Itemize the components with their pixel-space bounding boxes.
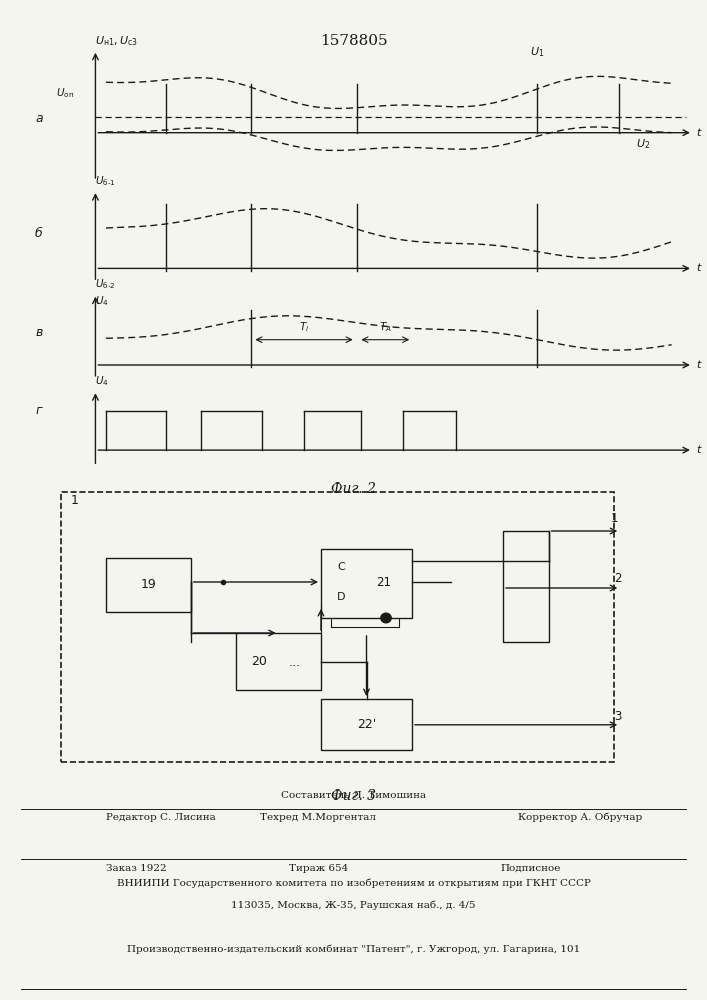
- Text: Фиг. 2: Фиг. 2: [331, 482, 376, 496]
- Text: $U_{\text{б-1}}$: $U_{\text{б-1}}$: [95, 174, 116, 188]
- Text: Подписное: Подписное: [500, 864, 561, 873]
- Text: 19: 19: [141, 578, 156, 591]
- Text: Производственно-издательский комбинат "Патент", г. Ужгород, ул. Гагарина, 101: Производственно-издательский комбинат "П…: [127, 945, 580, 954]
- Bar: [236, 633, 321, 690]
- Text: Составитель Л. Тимошина: Составитель Л. Тимошина: [281, 791, 426, 800]
- Text: 21: 21: [376, 576, 391, 588]
- Text: $U_4$: $U_4$: [95, 374, 109, 388]
- Text: 1578805: 1578805: [320, 34, 387, 48]
- Text: ВНИИПИ Государственного комитета по изобретениям и открытиям при ГКНТ СССР: ВНИИПИ Государственного комитета по изоб…: [117, 879, 590, 888]
- Bar: [503, 531, 549, 642]
- Text: 113035, Москва, Ж-35, Раушская наб., д. 4/5: 113035, Москва, Ж-35, Раушская наб., д. …: [231, 901, 476, 910]
- Text: $U_4$: $U_4$: [95, 294, 109, 308]
- Text: б: б: [35, 227, 42, 240]
- Text: t: t: [696, 360, 701, 370]
- Text: г: г: [35, 404, 42, 418]
- Bar: [321, 699, 412, 750]
- Text: D: D: [337, 592, 346, 602]
- Bar: [106, 558, 191, 612]
- Text: ...: ...: [288, 656, 300, 670]
- Text: t: t: [696, 263, 701, 273]
- Text: 2: 2: [614, 572, 621, 585]
- Bar: [61, 492, 614, 762]
- Text: $U_{\text{б-2}}$: $U_{\text{б-2}}$: [95, 278, 116, 291]
- Text: 3: 3: [614, 710, 621, 724]
- Text: Редактор С. Лисина: Редактор С. Лисина: [106, 813, 216, 822]
- Bar: [321, 549, 412, 618]
- Circle shape: [381, 613, 391, 623]
- Text: $U_{\text{н1}}, U_{\text{с3}}$: $U_{\text{н1}}, U_{\text{с3}}$: [95, 34, 139, 48]
- Text: Фиг. 3: Фиг. 3: [331, 789, 376, 803]
- Text: 20: 20: [251, 655, 267, 668]
- Text: $T_i$: $T_i$: [299, 320, 309, 334]
- Text: $U_1$: $U_1$: [530, 45, 544, 59]
- Text: $U_{\text{оп}}$: $U_{\text{оп}}$: [56, 87, 74, 100]
- Text: а: а: [35, 112, 42, 125]
- Text: 1: 1: [71, 494, 78, 508]
- Text: $T_A$: $T_A$: [379, 320, 392, 334]
- Text: Корректор А. Обручар: Корректор А. Обручар: [518, 813, 642, 822]
- Text: C: C: [337, 562, 345, 572]
- Text: Тираж 654: Тираж 654: [288, 864, 348, 873]
- Text: t: t: [696, 445, 701, 455]
- Text: в: в: [35, 326, 42, 339]
- Text: t: t: [696, 128, 701, 138]
- Text: Техред М.Моргентал: Техред М.Моргентал: [260, 813, 376, 822]
- Text: 1: 1: [610, 512, 618, 526]
- Text: $U_2$: $U_2$: [636, 137, 650, 151]
- Text: 22': 22': [357, 718, 376, 731]
- Text: Заказ 1922: Заказ 1922: [106, 864, 167, 873]
